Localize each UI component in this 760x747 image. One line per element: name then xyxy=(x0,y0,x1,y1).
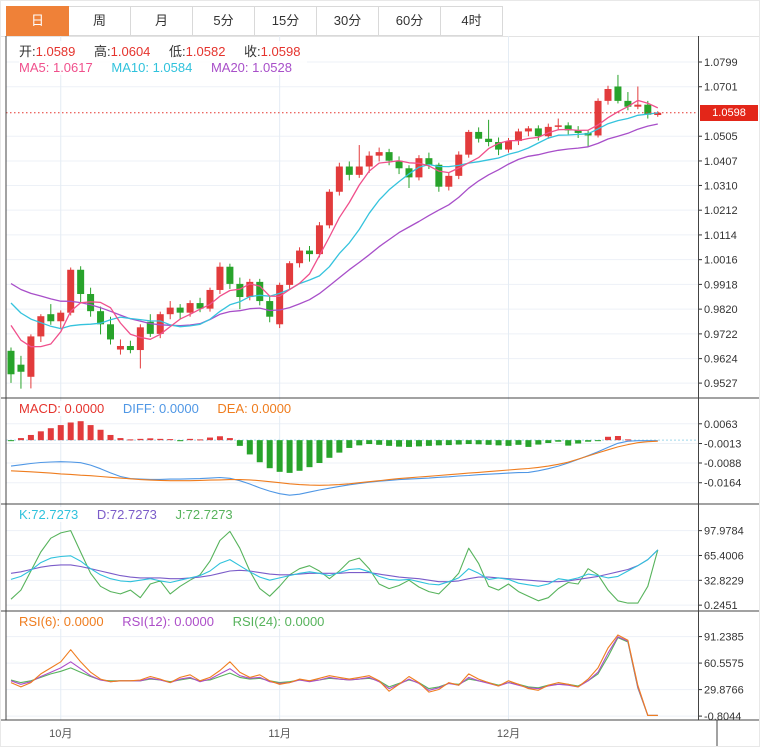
svg-text:1.0505: 1.0505 xyxy=(704,131,738,143)
candlestick-layer xyxy=(7,74,662,389)
x-axis-label-dec: 12月 xyxy=(496,728,521,740)
rsi-panel xyxy=(10,634,658,716)
svg-text:91.2385: 91.2385 xyxy=(704,632,744,644)
svg-text:1.0016: 1.0016 xyxy=(704,255,738,267)
panel-borders xyxy=(1,36,759,746)
tab-day[interactable]: 日 xyxy=(6,6,69,36)
gridlines xyxy=(6,36,698,720)
macd-panel xyxy=(6,421,698,496)
svg-text:0.2451: 0.2451 xyxy=(704,600,738,612)
tab-15min[interactable]: 15分 xyxy=(255,6,317,36)
tab-month[interactable]: 月 xyxy=(131,6,193,36)
svg-text:0.9722: 0.9722 xyxy=(704,329,738,341)
tab-week[interactable]: 周 xyxy=(69,6,131,36)
macd-legend: MACD: 0.0000 DIFF: 0.0000 DEA: 0.0000 xyxy=(19,401,307,416)
svg-text:0.9527: 0.9527 xyxy=(704,378,738,390)
svg-text:32.8229: 32.8229 xyxy=(704,575,744,587)
svg-text:-0.0164: -0.0164 xyxy=(704,478,741,490)
y-axis-labels: 1.0799 1.0701 1.0505 1.0407 1.0310 1.0212 1.01… xyxy=(698,57,744,723)
svg-text:1.0799: 1.0799 xyxy=(704,57,738,69)
kdj-legend: K:72.7273 D:72.7273 J:72.7273 xyxy=(19,507,248,522)
svg-text:1.0212: 1.0212 xyxy=(704,205,738,217)
svg-text:-0.0088: -0.0088 xyxy=(704,458,741,470)
svg-text:-0.8044: -0.8044 xyxy=(704,711,741,723)
moving-averages xyxy=(10,99,659,348)
svg-text:0.9624: 0.9624 xyxy=(704,354,738,366)
svg-text:1.0407: 1.0407 xyxy=(704,156,738,168)
x-axis-label-oct: 10月 xyxy=(49,728,73,740)
svg-text:1.0310: 1.0310 xyxy=(704,180,738,192)
timeframe-tabs: 日 周 月 5分 15分 30分 60分 4时 xyxy=(6,6,503,36)
tab-4hour[interactable]: 4时 xyxy=(441,6,503,36)
tab-5min[interactable]: 5分 xyxy=(193,6,255,36)
svg-text:97.9784: 97.9784 xyxy=(704,526,744,538)
kdj-panel xyxy=(10,530,659,604)
ma-legend: MA5: 1.0617 MA10: 1.0584 MA20: 1.0528 xyxy=(19,60,307,75)
svg-text:29.8766: 29.8766 xyxy=(704,685,744,697)
current-price-badge: 1.0598 xyxy=(700,104,758,121)
x-axis-label-nov: 11月 xyxy=(268,728,291,740)
svg-text:0.9820: 0.9820 xyxy=(704,304,738,316)
svg-text:60.5575: 60.5575 xyxy=(704,658,744,670)
tab-60min[interactable]: 60分 xyxy=(379,6,441,36)
ohlc-legend: 开:1.0589 高:1.0604 低:1.0582 收:1.0598 xyxy=(19,41,316,60)
svg-text:-0.0013: -0.0013 xyxy=(704,439,741,451)
tabbar-divider xyxy=(1,36,759,37)
svg-text:1.0701: 1.0701 xyxy=(704,82,738,94)
svg-text:65.4006: 65.4006 xyxy=(704,550,744,562)
svg-text:0.0063: 0.0063 xyxy=(704,419,738,431)
svg-text:1.0114: 1.0114 xyxy=(704,230,737,242)
svg-text:0.9918: 0.9918 xyxy=(704,279,738,291)
tab-30min[interactable]: 30分 xyxy=(317,6,379,36)
rsi-legend: RSI(6): 0.0000 RSI(12): 0.0000 RSI(24): … xyxy=(19,614,340,629)
